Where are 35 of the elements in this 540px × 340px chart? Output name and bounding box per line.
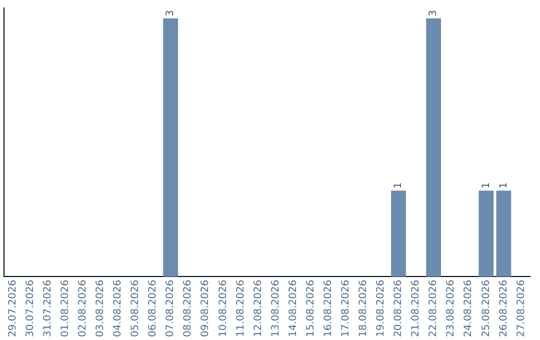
x-tick-label: 30.07.2026 xyxy=(24,280,36,338)
x-tick-label: 12.08.2026 xyxy=(252,280,264,338)
x-tick-label: 01.08.2026 xyxy=(60,280,71,338)
x-tick-label: 22.08.2026 xyxy=(428,280,440,338)
data-label: 1 xyxy=(480,182,492,189)
x-tick-label: 03.08.2026 xyxy=(95,280,106,338)
x-tick-label: 15.08.2026 xyxy=(305,280,316,338)
x-tick-label: 06.08.2026 xyxy=(148,280,159,338)
data-label: 1 xyxy=(498,182,510,189)
x-tick-label: 25.08.2026 xyxy=(480,280,492,338)
x-tick-label: 27.08.2026 xyxy=(516,280,527,338)
x-tick-label: 23.08.2026 xyxy=(446,280,457,338)
x-tick-label: 02.08.2026 xyxy=(77,280,88,338)
x-tick-label: 14.08.2026 xyxy=(288,280,299,338)
x-tick-label: 26.08.2026 xyxy=(498,280,510,338)
x-tick-label: 05.08.2026 xyxy=(130,280,142,338)
x-tick-label: 20.08.2026 xyxy=(393,280,404,338)
x-tick-label: 08.08.2026 xyxy=(182,280,194,338)
data-label: 3 xyxy=(165,10,176,16)
x-tick-label: 24.08.2026 xyxy=(463,280,474,338)
x-tick-label: 11.08.2026 xyxy=(235,280,246,338)
x-tick-label: 04.08.2026 xyxy=(112,280,124,338)
x-tick-label: 07.08.2026 xyxy=(165,280,176,338)
x-tick-label: 16.08.2026 xyxy=(322,280,334,338)
data-label: 1 xyxy=(393,182,404,189)
x-tick-label: 10.08.2026 xyxy=(218,280,229,338)
data-label: 3 xyxy=(428,10,440,16)
x-tick-label: 29.07.2026 xyxy=(7,280,18,338)
x-tick-label: 21.08.2026 xyxy=(410,280,422,338)
x-tick-label: 17.08.2026 xyxy=(340,280,352,338)
x-tick-label: 19.08.2026 xyxy=(376,280,387,338)
x-tick-label: 09.08.2026 xyxy=(200,280,212,338)
x-tick-label: 31.07.2026 xyxy=(42,280,54,338)
x-tick-label: 18.08.2026 xyxy=(358,280,370,338)
x-tick-label: 13.08.2026 xyxy=(270,280,282,338)
